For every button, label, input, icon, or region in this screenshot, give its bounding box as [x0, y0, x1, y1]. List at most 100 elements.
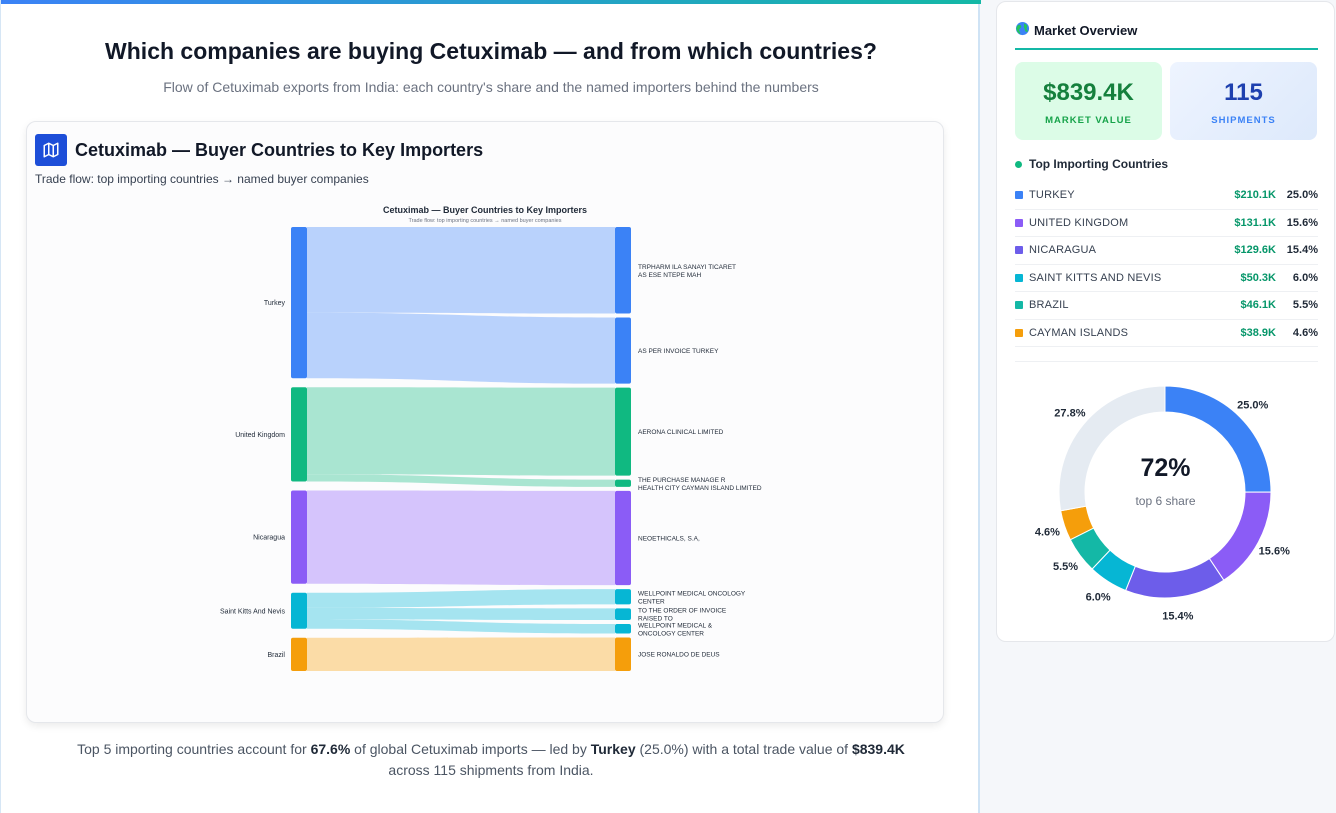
- summary-middle: of global Cetuximab imports — led by: [350, 741, 591, 757]
- sankey-link-turkey-to-as-per-invoice-turkey: [307, 312, 615, 384]
- sankey-target-label: JOSE RONALDO DE DEUS: [638, 652, 720, 659]
- sankey-link-united-kingdom-to-aerona-clinical-limited: [307, 387, 615, 476]
- globe-icon: [1015, 21, 1030, 39]
- bullet-dot-icon: [1015, 160, 1022, 168]
- donut-slice-label: 27.8%: [1054, 407, 1085, 419]
- donut-slice-label: 4.6%: [1035, 526, 1060, 538]
- summary-line2: across 115 shipments from India.: [388, 762, 594, 778]
- sankey-node-the-purchase-manage-r-health-city-cayman-island-limited: [615, 479, 631, 487]
- top-countries-header: Top Importing Countries: [1015, 157, 1168, 171]
- country-swatch: [1015, 218, 1023, 227]
- donut-center-label: top 6 share: [1135, 494, 1196, 508]
- sankey-node-saint-kitts-and-nevis: [291, 592, 307, 629]
- sankey-target-label: WELLPOINT MEDICAL &: [638, 622, 713, 629]
- sankey-node-as-per-invoice-turkey: [615, 317, 631, 384]
- summary-share: 67.6%: [310, 741, 351, 757]
- country-row-turkey: TURKEY $210.1K 25.0%: [1015, 182, 1318, 210]
- summary-text: Top 5 importing countries account for 67…: [1, 739, 981, 781]
- country-value: $50.3K: [1240, 271, 1276, 284]
- sankey-target-label: HEALTH CITY CAYMAN ISLAND LIMITED: [638, 485, 762, 492]
- card-subtitle: Trade flow: top importing countries → na…: [35, 172, 369, 186]
- country-row-brazil: BRAZIL $46.1K 5.5%: [1015, 292, 1318, 320]
- summary-prefix: Top 5 importing countries account for: [77, 741, 311, 757]
- sankey-link-saint-kitts-and-nevis-to-wellpoint-medical-oncology-center: [307, 619, 615, 634]
- sankey-node-aerona-clinical-limited: [615, 387, 631, 476]
- shipments-value: 115: [1224, 79, 1263, 106]
- country-value: $129.6K: [1234, 244, 1276, 257]
- header-underline: [1015, 48, 1318, 50]
- donut-slice-label: 25.0%: [1237, 399, 1268, 411]
- market-overview-title: Market Overview: [1034, 22, 1138, 38]
- sankey-node-united-kingdom: [291, 387, 307, 482]
- sankey-source-label: Saint Kitts And Nevis: [220, 608, 285, 615]
- donut-slice-label: 5.5%: [1053, 561, 1078, 573]
- sankey-target-label: CENTER: [638, 598, 665, 605]
- sankey-link-saint-kitts-and-nevis-to-wellpoint-medical-oncology-center: [307, 589, 615, 608]
- sankey-source-label: Nicaragua: [253, 535, 285, 542]
- shipments-card: 115 SHIPMENTS: [1170, 62, 1317, 140]
- sankey-source-label: Brazil: [267, 652, 285, 659]
- country-swatch: [1015, 273, 1023, 282]
- country-name: TURKEY: [1029, 189, 1075, 202]
- sankey-links: [307, 227, 615, 671]
- country-row-united-kingdom: UNITED KINGDOM $131.1K 15.6%: [1015, 210, 1318, 237]
- market-overview-header: Market Overview: [1015, 21, 1137, 39]
- country-name: CAYMAN ISLANDS: [1029, 326, 1129, 339]
- sankey-node-wellpoint-medical-oncology-center: [615, 624, 631, 634]
- chart-card: Cetuximab — Buyer Countries to Key Impor…: [26, 121, 944, 723]
- sankey-node-neoethicals-s-a: [615, 490, 631, 586]
- summary-leader: Turkey: [590, 741, 636, 757]
- card-title: Cetuximab — Buyer Countries to Key Impor…: [75, 140, 484, 160]
- country-value: $131.1K: [1234, 216, 1276, 229]
- country-list: TURKEY $210.1K 25.0% UNITED KINGDOM $131.1K 1…: [1015, 182, 1318, 347]
- sankey-chart: Cetuximab — Buyer Countries to Key Impor…: [220, 205, 762, 671]
- page-title: Which companies are buying Cetuximab — a…: [105, 38, 877, 64]
- market-value-card: $839.4K MARKET VALUE: [1015, 62, 1162, 140]
- country-swatch: [1015, 328, 1023, 337]
- divider: [1015, 361, 1318, 362]
- sankey-target-label: AERONA CLINICAL LIMITED: [638, 429, 724, 436]
- sankey-node-brazil: [291, 637, 307, 671]
- country-share: 15.4%: [1286, 244, 1318, 257]
- market-overview-panel: Market Overview $839.4K MARKET VALUE 115…: [996, 1, 1335, 642]
- sankey-target-label: AS ESE NTEPE MAH: [638, 272, 702, 279]
- sankey-target-label: NEOETHICALS, S.A,: [638, 536, 700, 543]
- sankey-link-brazil-to-jose-ronaldo-de-deus: [307, 637, 615, 671]
- sankey-link-united-kingdom-to-the-purchase-manage-r-health-city-cayman-island-limited: [307, 474, 615, 487]
- summary-leader-share: (25.0%) with a total trade value of: [635, 741, 852, 757]
- sankey-inner-title: Cetuximab — Buyer Countries to Key Impor…: [383, 205, 587, 215]
- country-share: 25.0%: [1286, 189, 1318, 202]
- donut-slice-label: 15.4%: [1162, 610, 1193, 622]
- donut-slice-label: 6.0%: [1086, 591, 1111, 603]
- sankey-node-trpharm-ila-sanayi-ticaret-as-ese-ntepe-mah: [615, 227, 631, 314]
- country-value: $210.1K: [1234, 189, 1276, 202]
- country-share: 15.6%: [1286, 216, 1318, 229]
- sankey-node-turkey: [291, 227, 307, 379]
- donut-slice-6: [1058, 385, 1166, 512]
- market-value: $839.4K: [1043, 79, 1134, 106]
- sankey-node-wellpoint-medical-oncology-center: [615, 589, 631, 605]
- country-value: $46.1K: [1240, 299, 1276, 312]
- sankey-target-label: WELLPOINT MEDICAL ONCOLOGY: [638, 590, 746, 597]
- sankey-source-label: United Kingdom: [235, 432, 285, 439]
- country-name: UNITED KINGDOM: [1029, 216, 1129, 229]
- country-value: $38.9K: [1240, 326, 1276, 339]
- sankey-target-label: TO THE ORDER OF INVOICE: [638, 608, 727, 615]
- sankey-target-label: ONCOLOGY CENTER: [638, 630, 704, 637]
- sankey-target-label: RAISED TO: [638, 616, 673, 623]
- top-accent-bar: [1, 0, 981, 4]
- country-share: 4.6%: [1292, 326, 1318, 339]
- page-subtitle: Flow of Cetuximab exports from India: ea…: [163, 79, 819, 95]
- market-value-label: MARKET VALUE: [1045, 115, 1132, 126]
- country-row-nicaragua: NICARAGUA $129.6K 15.4%: [1015, 237, 1318, 265]
- sankey-target-label: TRPHARM ILA SANAYI TICARET: [638, 264, 736, 271]
- donut-center-value: 72%: [1140, 454, 1191, 482]
- country-name: BRAZIL: [1029, 299, 1069, 312]
- country-row-cayman-islands: CAYMAN ISLANDS $38.9K 4.6%: [1015, 320, 1318, 347]
- top-countries-title: Top Importing Countries: [1029, 157, 1169, 171]
- sankey-target-label: THE PURCHASE MANAGE R: [638, 477, 726, 484]
- donut-slice-label: 15.6%: [1259, 546, 1290, 558]
- sankey-node-nicaragua: [291, 490, 307, 584]
- sankey-link-saint-kitts-and-nevis-to-to-the-order-of-invoice-raised-to: [307, 607, 615, 621]
- country-share: 5.5%: [1292, 299, 1318, 312]
